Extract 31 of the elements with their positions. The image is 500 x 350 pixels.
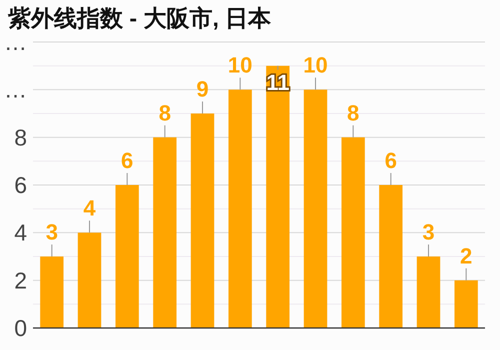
label: 11	[266, 65, 290, 95]
data-label: 3	[422, 220, 435, 244]
label: 6	[384, 148, 397, 186]
label: 9	[196, 76, 209, 114]
y-tick-label: 4	[14, 220, 28, 246]
data-label: 6	[121, 148, 134, 173]
label: 8	[158, 100, 171, 138]
y-tick-label: 8	[14, 124, 27, 150]
y-tick-label: 0	[14, 315, 27, 341]
label: 6	[121, 148, 134, 186]
data-label: 2	[460, 243, 472, 268]
y-tick-label: …	[4, 29, 27, 55]
y-tick-label: …	[4, 76, 27, 103]
chart-title: 紫外线指数 - 大阪市, 日本	[7, 5, 272, 31]
label: 3	[46, 220, 58, 257]
label: 10	[228, 52, 252, 90]
data-label: 4	[83, 196, 96, 221]
data-label: 8	[347, 100, 360, 126]
label: 8	[347, 100, 360, 138]
y-tick-label: 6	[14, 172, 27, 198]
label: 10	[303, 52, 328, 90]
data-label: 9	[196, 76, 209, 102]
label: 4	[83, 196, 96, 234]
data-label: 6	[384, 148, 397, 173]
data-label: 10	[228, 52, 252, 78]
label: 3	[422, 220, 435, 257]
data-label: 8	[158, 100, 171, 126]
data-label: 10	[303, 52, 328, 78]
data-label: 3	[46, 220, 58, 244]
y-tick-label: 2	[14, 267, 27, 294]
label: 2	[460, 243, 472, 281]
